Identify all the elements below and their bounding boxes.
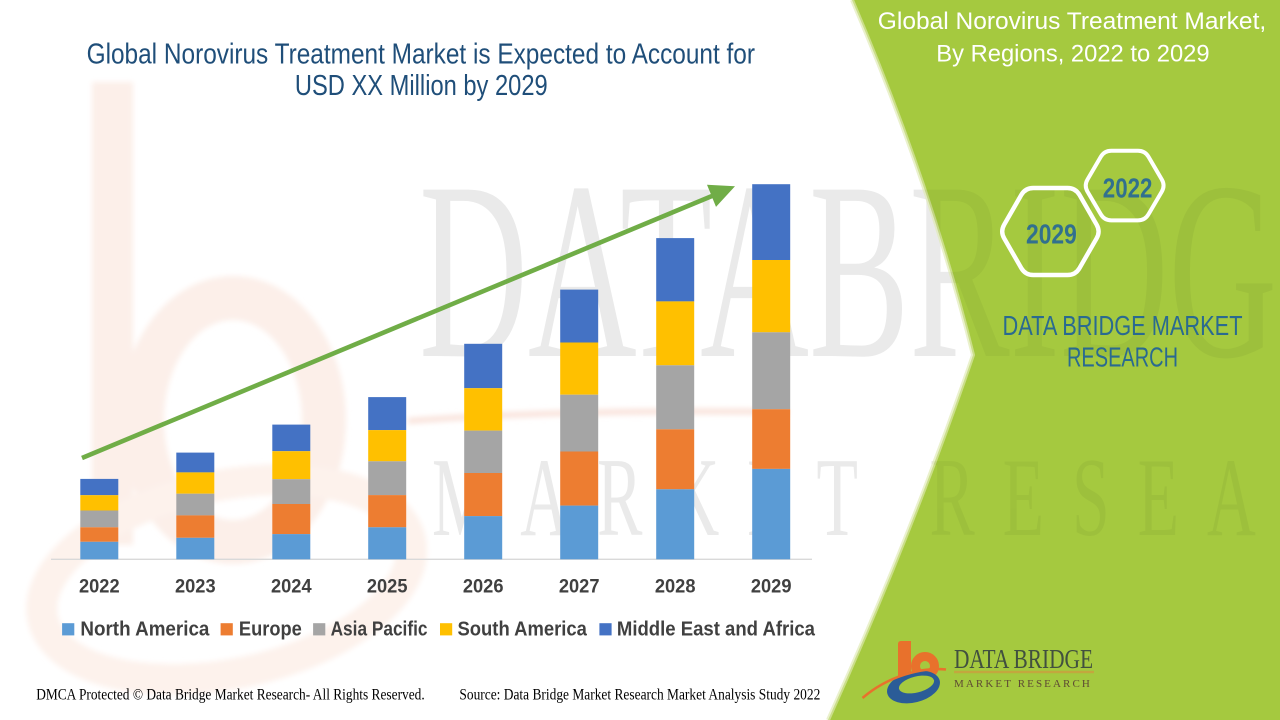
svg-text:2029: 2029: [751, 577, 792, 598]
svg-text:2024: 2024: [271, 577, 312, 598]
svg-text:Middle East and Africa: Middle East and Africa: [617, 618, 816, 640]
svg-text:Europe: Europe: [239, 618, 302, 640]
svg-text:Global Norovirus Treatment Mar: Global Norovirus Treatment Market,: [878, 8, 1266, 35]
svg-text:2022: 2022: [1103, 172, 1153, 203]
svg-text:South America: South America: [458, 618, 588, 640]
svg-text:2023: 2023: [175, 577, 216, 598]
svg-text:2028: 2028: [655, 577, 696, 598]
svg-text:Source: Data Bridge Market Res: Source: Data Bridge Market Research Mark…: [459, 687, 820, 704]
svg-text:North America: North America: [80, 618, 210, 640]
svg-text:By Regions, 2022 to 2029: By Regions, 2022 to 2029: [936, 41, 1209, 68]
svg-text:2026: 2026: [463, 577, 504, 598]
svg-text:2029: 2029: [1026, 218, 1077, 249]
svg-text:2022: 2022: [79, 577, 120, 598]
svg-text:USD XX Million by 2029: USD XX Million by 2029: [295, 70, 548, 102]
svg-text:2025: 2025: [367, 577, 408, 598]
svg-text:Global Norovirus Treatment Mar: Global Norovirus Treatment Market is Exp…: [87, 38, 756, 70]
svg-text:DATA BRIDGE MARKET: DATA BRIDGE MARKET: [1003, 310, 1243, 341]
svg-text:DATA BRIDGE: DATA BRIDGE: [954, 644, 1093, 674]
svg-text:Asia Pacific: Asia Pacific: [331, 618, 428, 640]
svg-text:RESEARCH: RESEARCH: [1067, 342, 1178, 373]
svg-text:DMCA Protected © Data Bridge M: DMCA Protected © Data Bridge Market Rese…: [36, 687, 425, 704]
svg-text:MARKET RESEARCH: MARKET RESEARCH: [954, 678, 1092, 690]
svg-text:2027: 2027: [559, 577, 600, 598]
